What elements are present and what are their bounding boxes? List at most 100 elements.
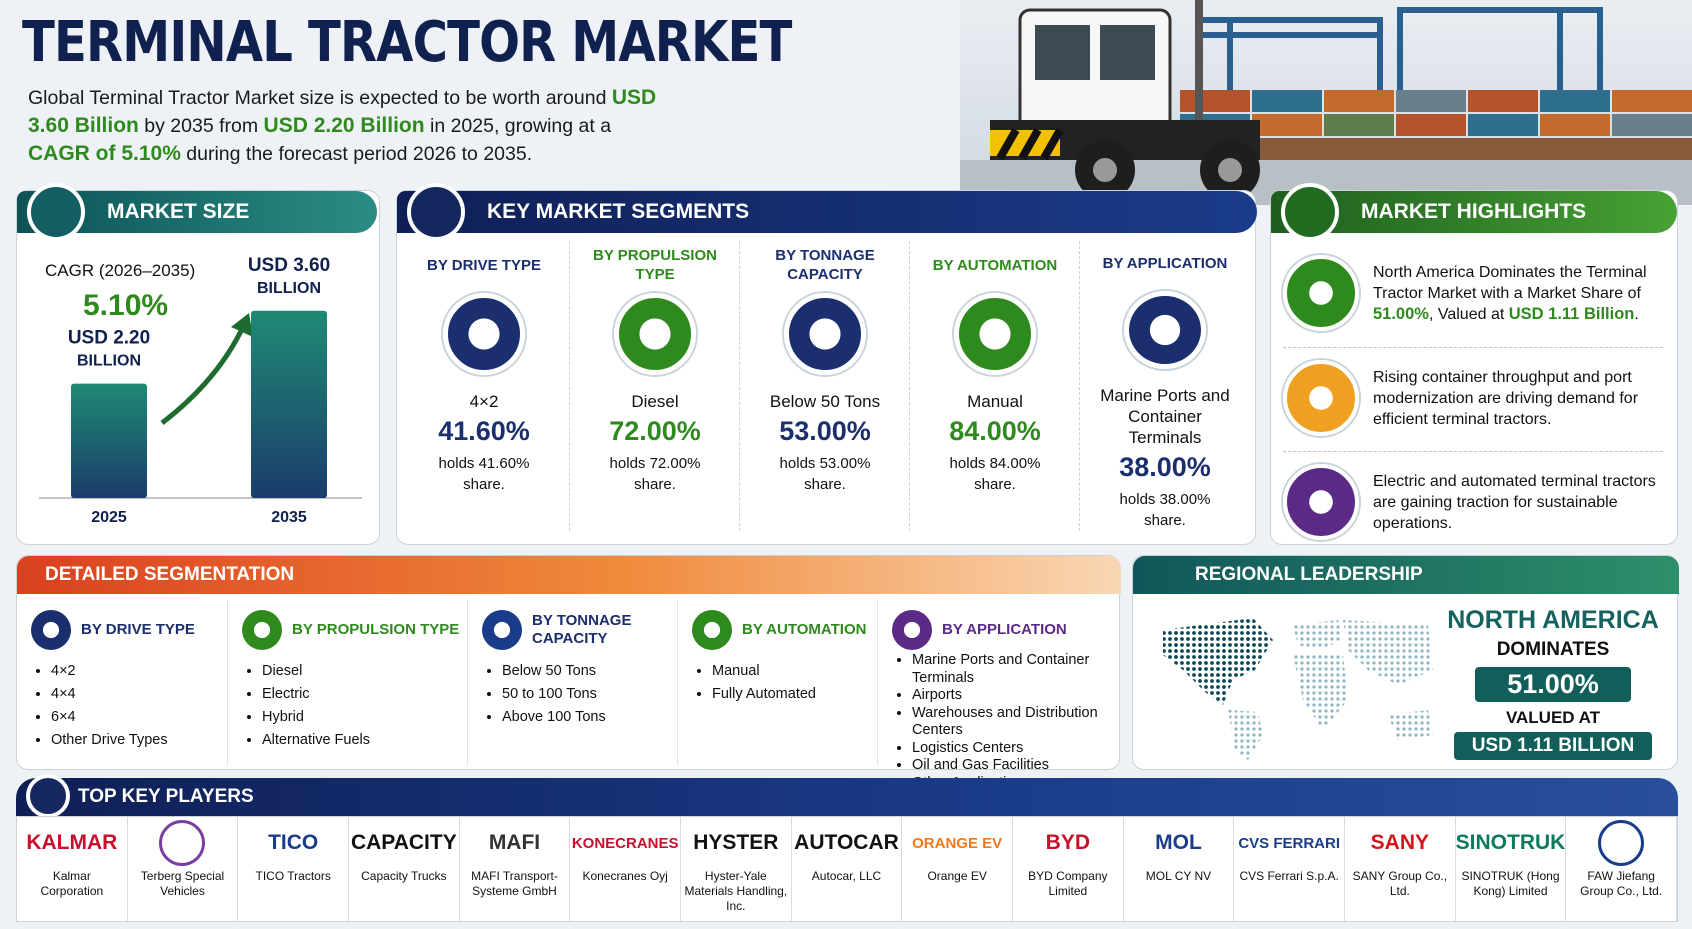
player-logo: SANY (1370, 831, 1429, 854)
player-card: FAW Jiefang Group Co., Ltd. (1566, 817, 1677, 921)
panel-title: KEY MARKET SEGMENTS (487, 200, 750, 223)
arrow-head (231, 313, 253, 337)
segment-icon (784, 293, 866, 375)
panel-header: DETAILED SEGMENTATION (17, 556, 1121, 594)
panel-header: REGIONAL LEADERSHIP (1133, 556, 1679, 594)
segmentation-item: Manual (712, 660, 877, 683)
segmentation-list: Marine Ports and Container TerminalsAirp… (912, 652, 1119, 792)
segmentation-item: Below 50 Tons (502, 660, 677, 683)
player-card: BYD BYD Company Limited (1013, 817, 1124, 921)
player-name: Kalmar Corporation (40, 869, 104, 898)
panel-title: MARKET SIZE (107, 200, 250, 223)
segmentation-list: 4×24×46×4Other Drive Types (51, 660, 227, 752)
player-name: Orange EV (927, 869, 987, 883)
segment-name: Marine Ports and Container Terminals (1100, 386, 1230, 447)
segment-share: 72.00% (609, 416, 701, 446)
logo-mark (1598, 820, 1645, 866)
segment-name: Diesel (631, 392, 679, 411)
hero-image (960, 0, 1692, 205)
highlight-item: Rising container throughput and port mod… (1283, 347, 1663, 448)
segmentation-item: Alternative Fuels (262, 729, 467, 752)
segmentation-column: BY AUTOMATION ManualFully Automated (677, 600, 877, 766)
panel-title: DETAILED SEGMENTATION (45, 564, 295, 585)
panel-title: TOP KEY PLAYERS (78, 786, 254, 807)
intro-text: Global Terminal Tractor Market size is e… (28, 84, 668, 168)
world-map (1163, 618, 1433, 760)
player-card: SANY SANY Group Co., Ltd. (1345, 817, 1456, 921)
regional-panel: REGIONAL LEADERSHIP NORTH AMERICA DOMINA… (1132, 555, 1679, 770)
logo-mark (159, 820, 206, 866)
highlights-panel: MARKET HIGHLIGHTS North America Dominate… (1270, 183, 1678, 545)
intro-part: by 2035 from (138, 115, 264, 137)
player-card: SINOTRUK SINOTRUK (Hong Kong) Limited (1456, 817, 1567, 921)
highlight-part: , Valued at (1428, 305, 1509, 323)
player-name: Hyster-Yale Materials Handling, Inc. (684, 869, 788, 913)
segmentation-heading: BY TONNAGE CAPACITY (482, 610, 677, 650)
segment-share: 84.00% (949, 416, 1041, 446)
player-logo: KONECRANES (571, 834, 679, 852)
icon (26, 774, 70, 818)
segmentation-list: ManualFully Automated (712, 660, 877, 706)
player-name: SANY Group Co., Ltd. (1352, 869, 1448, 898)
player-logo: ORANGE EV (912, 834, 1003, 852)
cagr-label: CAGR (2026–2035) (45, 261, 196, 280)
market-size-panel: MARKET SIZE CAGR (2026–2035) 5.10% USD 2… (16, 183, 380, 545)
segmentation-heading: BY PROPULSION TYPE (242, 610, 467, 650)
player-logo: CAPACITY (350, 831, 457, 854)
player-card: KALMAR Kalmar Corporation (17, 817, 128, 921)
player-name: TICO Tractors (255, 869, 331, 883)
player-card: CAPACITY Capacity Trucks (349, 817, 460, 921)
segmentation-heading: BY APPLICATION (892, 610, 1119, 650)
player-name: SINOTRUK (Hong Kong) Limited (1461, 869, 1560, 898)
segmentation-item: 4×4 (51, 683, 227, 706)
region-value: USD 1.11 BILLION (1453, 732, 1653, 760)
highlight-value: USD 1.11 Billion (1508, 304, 1635, 323)
segmentation-item: Oil and Gas Facilities (912, 757, 1119, 775)
segmentation-heading: BY AUTOMATION (692, 610, 877, 650)
icon (407, 183, 465, 241)
panel-header: KEY MARKET SEGMENTS (397, 183, 1257, 241)
detailed-segmentation-panel: DETAILED SEGMENTATION BY DRIVE TYPE 4×24×… (16, 555, 1121, 791)
segment-column: BY PROPULSION TYPE Diesel 72.00% holds 72.0… (569, 241, 740, 531)
segmentation-item: Fully Automated (712, 683, 877, 706)
bar (71, 383, 147, 498)
bar-label: USD 3.60 BILLION (248, 255, 330, 297)
segmentation-item: Logistics Centers (912, 740, 1119, 758)
bar-year: 2025 (91, 509, 127, 526)
highlight-text: Electric and automated terminal tractors… (1373, 471, 1663, 534)
player-logo: TICO (268, 831, 319, 854)
players-row: KALMAR Kalmar Corporation Terberg Special … (16, 816, 1678, 922)
player-logo: MOL (1155, 831, 1202, 854)
segment-name: 4×2 (469, 392, 499, 411)
segment-note: holds 41.60% share. (438, 455, 530, 493)
segment-heading: BY APPLICATION (1102, 255, 1228, 273)
segmentation-item: Airports (912, 687, 1119, 705)
segmentation-column: BY DRIVE TYPE 4×24×46×4Other Drive Types (17, 600, 227, 766)
player-card: TICO TICO Tractors (238, 817, 349, 921)
segmentation-title: BY APPLICATION (942, 621, 1067, 638)
player-logo: CVS FERRARI (1238, 834, 1340, 852)
segment-heading: BY DRIVE TYPE (427, 256, 541, 274)
bar-label: USD 2.20 BILLION (68, 328, 150, 370)
segment-icon (954, 293, 1036, 375)
highlight-part: Rising container throughput and port mod… (1373, 368, 1639, 428)
segment-heading: BY PROPULSION TYPE (593, 247, 717, 283)
segment-heading: BY AUTOMATION (932, 256, 1058, 274)
highlight-part: North America Dominates the Terminal Tra… (1373, 263, 1647, 302)
key-segments-panel: KEY MARKET SEGMENTS BY DRIVE TYPE 4×2 41.6… (396, 183, 1257, 545)
segment-note: holds 72.00% share. (609, 455, 701, 493)
icon (27, 183, 85, 241)
segment-share: 38.00% (1119, 452, 1211, 482)
player-name: Konecranes Oyj (582, 869, 668, 883)
bar-chart: USD 2.20 BILLION 2025 USD 3.60 BILLION 2035 (39, 255, 362, 526)
player-card: HYSTER Hyster-Yale Materials Handling, In… (681, 817, 792, 921)
valued-label: VALUED AT (1505, 708, 1601, 727)
cagr-value: 5.10% (83, 289, 169, 322)
segmentation-item: Above 100 Tons (502, 706, 677, 729)
highlight-value: 51.00% (1373, 304, 1429, 323)
player-logo: SINOTRUK (1455, 831, 1566, 854)
region-share: 51.00% (1475, 667, 1631, 702)
segmentation-title: BY PROPULSION TYPE (292, 621, 460, 638)
segmentation-list: DieselElectricHybridAlternative Fuels (262, 660, 467, 752)
